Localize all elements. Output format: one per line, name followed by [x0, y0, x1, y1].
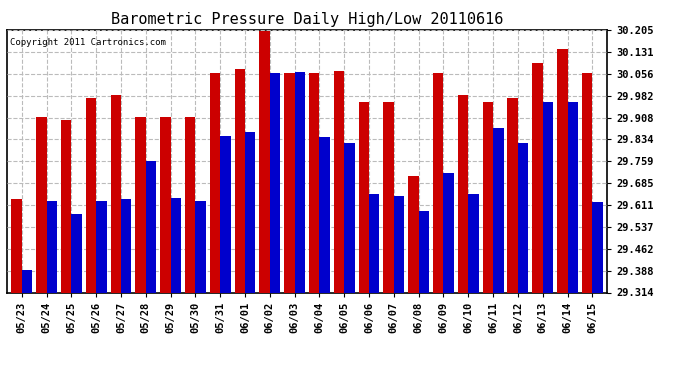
Bar: [71, 214, 82, 292]
Bar: [394, 196, 404, 292]
Bar: [245, 132, 255, 292]
Bar: [121, 200, 131, 292]
Bar: [146, 161, 156, 292]
Bar: [295, 72, 305, 292]
Text: Copyright 2011 Cartronics.com: Copyright 2011 Cartronics.com: [10, 38, 166, 47]
Bar: [532, 63, 543, 292]
Bar: [61, 120, 71, 292]
Bar: [419, 211, 429, 292]
Bar: [195, 201, 206, 292]
Bar: [582, 73, 592, 292]
Bar: [543, 102, 553, 292]
Bar: [210, 73, 220, 292]
Bar: [235, 69, 245, 292]
Bar: [36, 117, 47, 292]
Bar: [518, 143, 529, 292]
Bar: [384, 102, 394, 292]
Bar: [309, 73, 319, 292]
Bar: [469, 194, 479, 292]
Bar: [86, 98, 96, 292]
Bar: [359, 102, 369, 292]
Bar: [344, 143, 355, 292]
Bar: [408, 176, 419, 292]
Bar: [557, 49, 567, 292]
Title: Barometric Pressure Daily High/Low 20110616: Barometric Pressure Daily High/Low 20110…: [111, 12, 503, 27]
Bar: [47, 201, 57, 292]
Bar: [170, 198, 181, 292]
Bar: [160, 117, 170, 292]
Bar: [507, 98, 518, 292]
Bar: [458, 95, 469, 292]
Bar: [96, 201, 107, 292]
Bar: [270, 73, 280, 292]
Bar: [567, 102, 578, 292]
Bar: [135, 117, 146, 292]
Bar: [259, 32, 270, 292]
Bar: [220, 136, 230, 292]
Bar: [444, 174, 454, 292]
Bar: [592, 202, 603, 292]
Bar: [185, 117, 195, 292]
Bar: [11, 200, 22, 292]
Bar: [334, 71, 344, 292]
Bar: [22, 270, 32, 292]
Bar: [483, 102, 493, 292]
Bar: [110, 95, 121, 292]
Bar: [284, 73, 295, 292]
Bar: [493, 128, 504, 292]
Bar: [433, 73, 444, 292]
Bar: [369, 194, 380, 292]
Bar: [319, 137, 330, 292]
